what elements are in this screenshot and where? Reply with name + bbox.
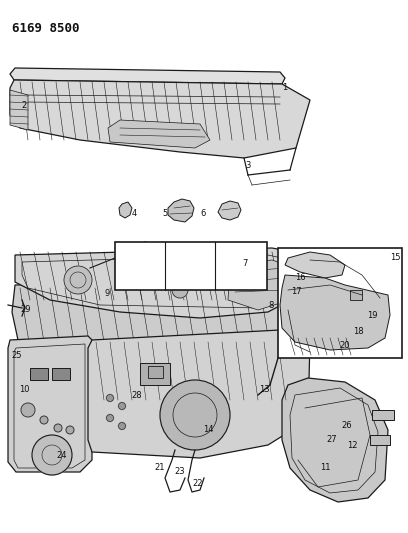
Bar <box>140 363 170 385</box>
Text: 12: 12 <box>347 440 357 449</box>
Text: 17: 17 <box>290 287 302 296</box>
Text: 7: 7 <box>242 259 248 268</box>
Polygon shape <box>12 278 308 368</box>
Text: 13: 13 <box>259 385 269 394</box>
Text: 4: 4 <box>131 209 137 219</box>
Text: 6169 8500: 6169 8500 <box>12 21 80 35</box>
Text: 6: 6 <box>200 209 206 219</box>
Polygon shape <box>8 336 92 472</box>
Circle shape <box>118 402 126 409</box>
Polygon shape <box>10 90 28 130</box>
Bar <box>52 368 70 380</box>
Circle shape <box>54 424 62 432</box>
Text: 11: 11 <box>320 464 330 472</box>
Bar <box>115 242 267 290</box>
Polygon shape <box>10 80 310 158</box>
Text: 15: 15 <box>390 254 400 262</box>
Circle shape <box>32 435 72 475</box>
Text: 19: 19 <box>367 311 377 319</box>
Text: 8: 8 <box>268 301 274 310</box>
Text: 20: 20 <box>340 341 350 350</box>
Text: 9: 9 <box>104 288 110 297</box>
Polygon shape <box>15 248 310 318</box>
Circle shape <box>160 380 230 450</box>
Bar <box>148 366 163 378</box>
Circle shape <box>21 403 35 417</box>
Polygon shape <box>285 252 345 278</box>
Polygon shape <box>88 330 310 458</box>
Text: 26: 26 <box>341 421 353 430</box>
Text: 16: 16 <box>295 273 305 282</box>
Text: 10: 10 <box>19 385 29 394</box>
Text: 5: 5 <box>162 209 168 219</box>
Circle shape <box>106 415 113 422</box>
Text: 2: 2 <box>21 101 27 109</box>
Text: 22: 22 <box>193 480 203 489</box>
Text: 24: 24 <box>57 450 67 459</box>
Polygon shape <box>282 378 388 502</box>
Text: 28: 28 <box>132 391 142 400</box>
Polygon shape <box>108 120 210 148</box>
Text: 18: 18 <box>353 327 363 336</box>
Circle shape <box>66 426 74 434</box>
Circle shape <box>106 394 113 401</box>
Text: 3: 3 <box>245 160 251 169</box>
Text: 23: 23 <box>175 467 185 477</box>
Polygon shape <box>119 202 132 218</box>
Polygon shape <box>228 260 295 310</box>
Bar <box>350 290 362 300</box>
Polygon shape <box>10 68 285 84</box>
Bar <box>372 410 394 420</box>
Circle shape <box>172 282 188 298</box>
Circle shape <box>118 423 126 430</box>
Bar <box>370 435 390 445</box>
Text: 29: 29 <box>21 305 31 314</box>
Text: 14: 14 <box>203 425 213 434</box>
Circle shape <box>40 416 48 424</box>
Polygon shape <box>280 275 390 350</box>
Text: 25: 25 <box>12 351 22 359</box>
Circle shape <box>64 266 92 294</box>
Text: 27: 27 <box>327 435 337 445</box>
Text: 21: 21 <box>155 464 165 472</box>
Polygon shape <box>168 199 194 222</box>
Bar <box>30 368 48 380</box>
Bar <box>278 248 402 358</box>
Polygon shape <box>218 201 241 220</box>
Text: 1: 1 <box>282 84 288 93</box>
